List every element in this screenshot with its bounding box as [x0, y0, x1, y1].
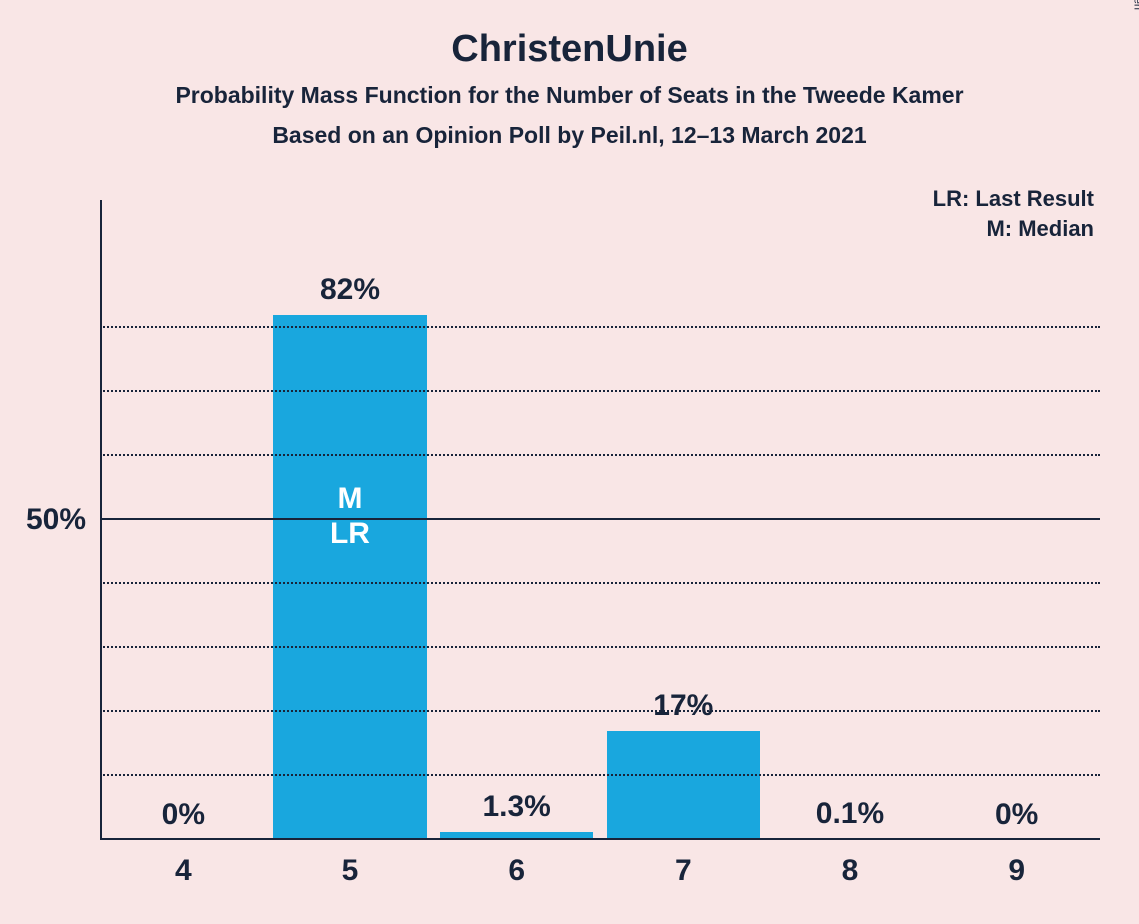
bar-slot: 0%4: [100, 200, 267, 840]
x-tick-label: 4: [175, 840, 192, 888]
x-tick-label: 9: [1008, 840, 1025, 888]
bars-layer: 0%482%MLR51.3%617%70.1%80%9: [100, 200, 1100, 840]
gridline: [100, 326, 1100, 328]
gridline: [100, 710, 1100, 712]
chart-plot-area: 0%482%MLR51.3%617%70.1%80%9 50%LR: Last …: [100, 200, 1100, 840]
x-tick-label: 6: [508, 840, 525, 888]
y-tick-label: 50%: [26, 503, 100, 537]
chart-title: ChristenUnie: [0, 28, 1139, 71]
bar-slot: 17%7: [600, 200, 767, 840]
bar-slot: 1.3%6: [433, 200, 600, 840]
bar-value-label: 0%: [995, 798, 1038, 832]
bar-value-label: 82%: [320, 273, 380, 307]
chart-subtitle-1: Probability Mass Function for the Number…: [0, 82, 1139, 109]
bar-value-label: 0%: [162, 798, 205, 832]
copyright-text: © 2021 Filip van Laenen: [1131, 0, 1139, 10]
bar-slot: 0.1%8: [767, 200, 934, 840]
x-tick-label: 7: [675, 840, 692, 888]
bar-value-label: 1.3%: [482, 790, 550, 824]
legend: LR: Last ResultM: Median: [933, 184, 1094, 243]
legend-line: LR: Last Result: [933, 184, 1094, 214]
x-tick-label: 5: [342, 840, 359, 888]
bar-value-label: 0.1%: [816, 797, 884, 831]
legend-line: M: Median: [933, 214, 1094, 244]
gridline: [100, 518, 1100, 520]
bar-inner-label: MLR: [330, 482, 370, 551]
bar-value-label: 17%: [653, 689, 713, 723]
gridline: [100, 774, 1100, 776]
gridline: [100, 646, 1100, 648]
x-tick-label: 8: [842, 840, 859, 888]
gridline: [100, 390, 1100, 392]
gridline: [100, 582, 1100, 584]
y-axis: [100, 200, 102, 840]
gridline: [100, 454, 1100, 456]
bar: [273, 315, 426, 840]
bar-slot: 0%9: [933, 200, 1100, 840]
chart-subtitle-2: Based on an Opinion Poll by Peil.nl, 12–…: [0, 122, 1139, 149]
bar-slot: 82%MLR5: [267, 200, 434, 840]
x-axis: [100, 838, 1100, 840]
bar: [607, 731, 760, 840]
